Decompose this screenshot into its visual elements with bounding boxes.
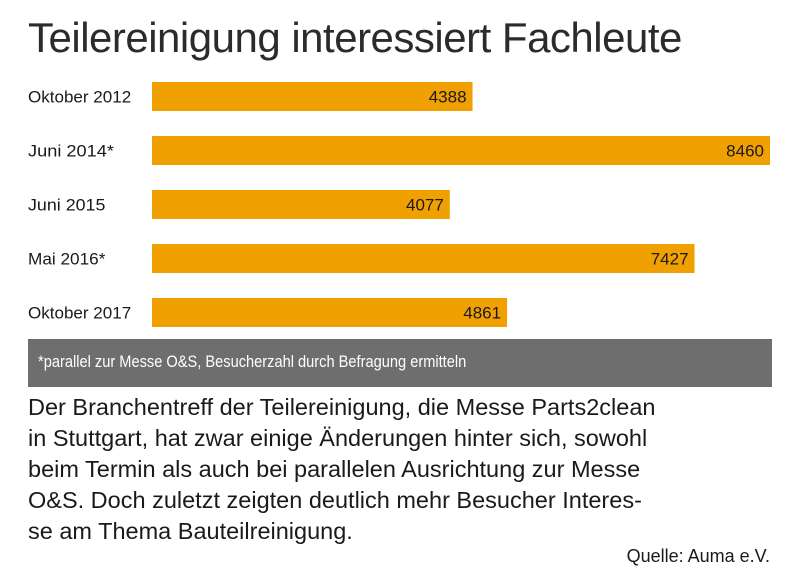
- bar: [152, 136, 770, 165]
- footnote-band: [28, 339, 772, 387]
- bar: [152, 244, 695, 273]
- category-label: Oktober 2012: [28, 88, 131, 107]
- article-line: in Stuttgart, hat zwar einige Änderungen…: [28, 425, 648, 451]
- article-line: O&S. Doch zuletzt zeigten deutlich mehr …: [28, 487, 642, 513]
- value-label: 4077: [406, 196, 444, 215]
- category-label: Mai 2016*: [28, 250, 106, 269]
- footnote: *parallel zur Messe O&S, Besucherzahl du…: [38, 352, 467, 371]
- bar: [152, 298, 508, 327]
- chart-title: Teilereinigung interessiert Fachleute: [28, 14, 682, 61]
- value-label: 8460: [726, 142, 764, 161]
- category-label: Oktober 2017: [28, 304, 131, 323]
- article-line: beim Termin als auch bei parallelen Ausr…: [28, 456, 641, 482]
- bar: [152, 82, 473, 111]
- article-line: se am Thema Bauteilreinigung.: [28, 518, 353, 544]
- category-label: Juni 2015: [28, 196, 105, 215]
- bar-chart: Oktober 2012 4388 Juni 2014* 8460 Juni 2015 4…: [28, 82, 770, 327]
- value-label: 4861: [463, 304, 501, 323]
- bar: [152, 190, 450, 219]
- article-line: Der Branchentreff der Teilereinigung, di…: [28, 394, 656, 420]
- value-label: 4388: [429, 88, 467, 107]
- article-text: Der Branchentreff der Teilereinigung, di…: [28, 392, 772, 547]
- category-label: Juni 2014*: [28, 142, 114, 161]
- source-note: Quelle: Auma e.V.: [626, 546, 770, 566]
- value-label: 7427: [651, 250, 689, 269]
